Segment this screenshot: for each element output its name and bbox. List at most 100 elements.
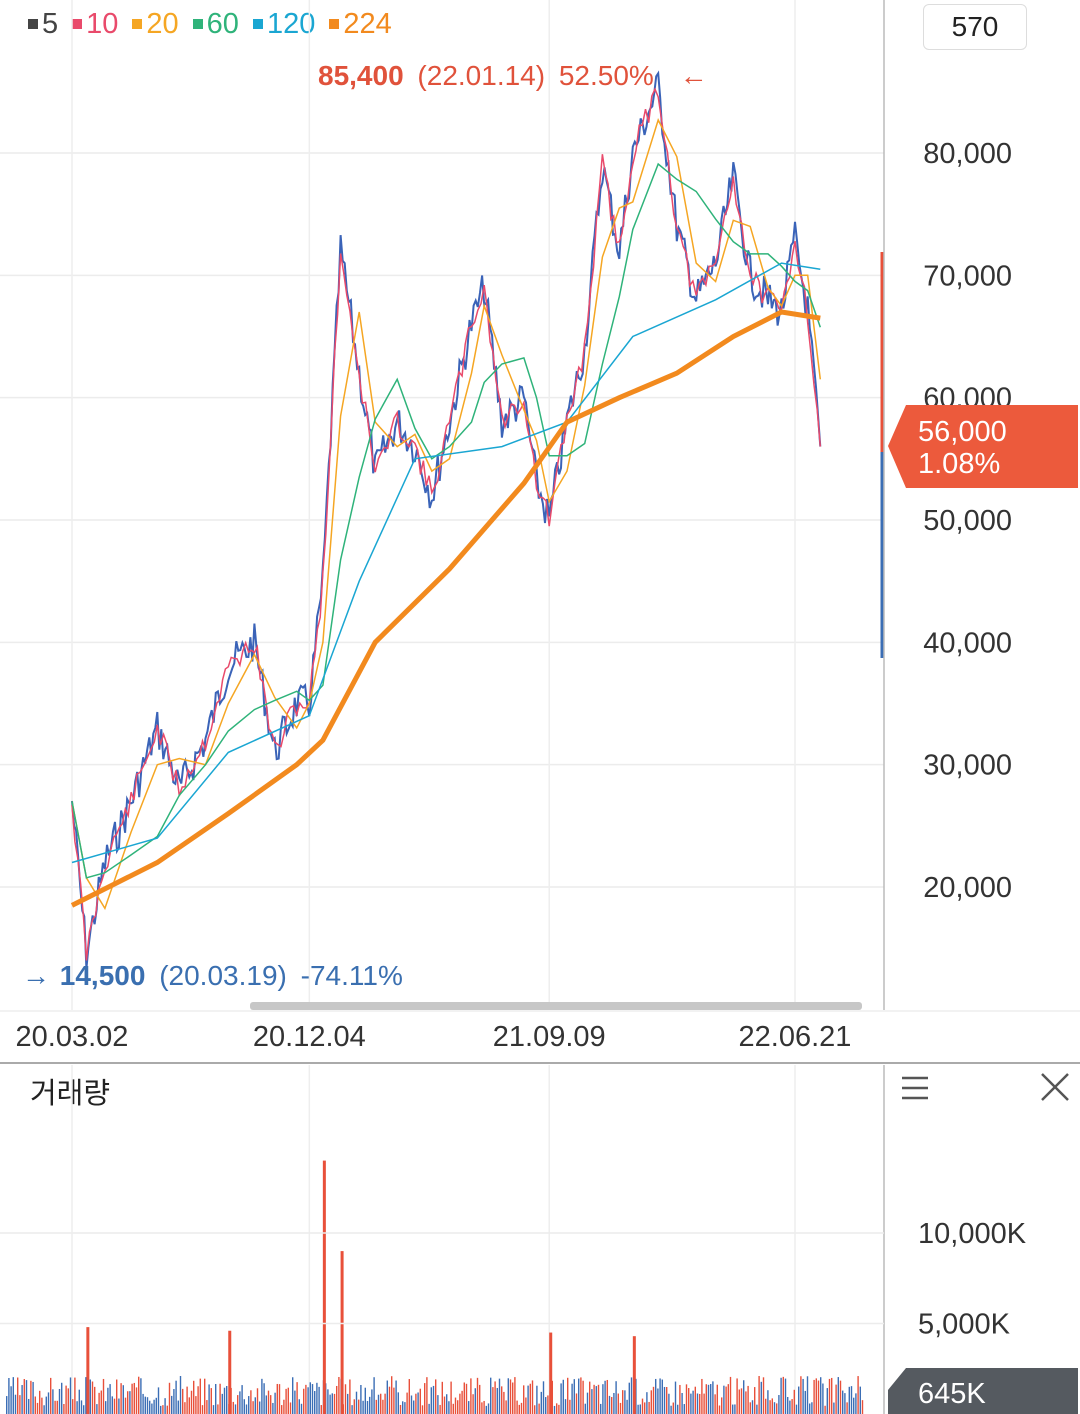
- volume-bar: [85, 1377, 87, 1414]
- volume-current-tag: 645K: [888, 1368, 1078, 1414]
- volume-bar: [369, 1396, 371, 1414]
- volume-bar: [461, 1390, 463, 1414]
- volume-bar: [802, 1378, 804, 1414]
- volume-bar: [692, 1390, 694, 1414]
- volume-bar: [261, 1378, 263, 1414]
- volume-bar: [421, 1405, 424, 1414]
- menu-icon[interactable]: [896, 1068, 936, 1108]
- volume-bar: [193, 1380, 195, 1414]
- volume-bar: [626, 1399, 628, 1414]
- volume-bar: [303, 1388, 305, 1414]
- volume-bar: [375, 1399, 377, 1414]
- volume-bar: [813, 1379, 815, 1414]
- volume-bar: [78, 1389, 80, 1414]
- volume-bar: [305, 1384, 307, 1414]
- volume-bar: [215, 1384, 217, 1414]
- volume-bar: [223, 1387, 226, 1414]
- volume-bar: [536, 1385, 538, 1414]
- volume-bar: [237, 1395, 239, 1414]
- candle-count-box[interactable]: 570: [923, 4, 1027, 50]
- volume-bar: [527, 1385, 529, 1414]
- volume-bar: [540, 1391, 542, 1414]
- volume-bar: [496, 1387, 498, 1414]
- volume-bar: [127, 1391, 129, 1414]
- volume-bar: [270, 1395, 272, 1414]
- volume-bar: [285, 1388, 287, 1414]
- volume-bar: [595, 1386, 597, 1414]
- volume-bar: [861, 1400, 864, 1414]
- volume-bar: [593, 1384, 595, 1414]
- volume-bar: [571, 1383, 573, 1414]
- volume-bar: [63, 1403, 65, 1414]
- volume-bar: [514, 1377, 516, 1414]
- volume-bar: [19, 1395, 21, 1414]
- ma20-line: [71, 118, 822, 911]
- volume-spike-bar: [228, 1330, 232, 1414]
- volume-bar: [855, 1393, 857, 1414]
- high-value: 85,400: [318, 60, 404, 91]
- volume-bar: [91, 1381, 94, 1414]
- volume-bar: [628, 1382, 630, 1414]
- volume-bar: [30, 1380, 32, 1414]
- volume-bar: [168, 1382, 171, 1414]
- volume-bar: [426, 1377, 428, 1414]
- date-tick-label: 21.09.09: [493, 1021, 606, 1053]
- volume-bar: [569, 1399, 571, 1414]
- volume-bar: [630, 1377, 633, 1414]
- volume-bar: [470, 1378, 472, 1414]
- legend-item-120[interactable]: 120: [252, 8, 315, 41]
- volume-bar: [311, 1384, 314, 1414]
- volume-bar: [373, 1377, 375, 1414]
- volume-bar: [694, 1386, 696, 1414]
- volume-bar: [853, 1397, 855, 1414]
- volume-bar: [736, 1378, 738, 1414]
- volume-bar: [34, 1396, 36, 1414]
- volume-bar: [732, 1404, 734, 1414]
- volume-bar: [25, 1380, 28, 1414]
- volume-bar: [201, 1405, 204, 1414]
- chart-scrollbar[interactable]: [250, 1002, 862, 1010]
- legend-item-224[interactable]: 224: [329, 8, 392, 41]
- volume-bar: [276, 1383, 278, 1414]
- volume-bar: [358, 1399, 360, 1414]
- close-icon[interactable]: [1036, 1068, 1076, 1108]
- volume-bar: [608, 1395, 611, 1414]
- high-arrow: ←: [680, 60, 708, 91]
- low-label: → 14,500 (20.03.19) -74.11%: [22, 960, 403, 991]
- volume-bar: [175, 1380, 177, 1414]
- volume-bar: [146, 1397, 149, 1414]
- price-tick-label: 20,000: [923, 872, 1012, 904]
- volume-bar: [644, 1402, 646, 1414]
- volume-bar: [80, 1400, 83, 1414]
- volume-bar: [479, 1384, 481, 1414]
- volume-bar: [226, 1386, 228, 1414]
- legend-item-60[interactable]: 60: [192, 8, 239, 41]
- volume-bar: [617, 1393, 619, 1414]
- volume-bar: [241, 1385, 243, 1414]
- volume-bar: [318, 1386, 320, 1414]
- volume-bar: [710, 1384, 712, 1414]
- volume-bar: [415, 1393, 417, 1414]
- volume-bar: [591, 1389, 593, 1414]
- high-pct: 52.50%: [559, 60, 654, 91]
- volume-bar: [12, 1377, 14, 1414]
- volume-bars: [6, 1160, 864, 1414]
- volume-bar: [512, 1382, 514, 1414]
- legend-item-5[interactable]: 5: [28, 8, 58, 41]
- volume-bar: [364, 1387, 366, 1414]
- volume-bar: [637, 1404, 639, 1414]
- legend-item-10[interactable]: 10: [72, 8, 118, 41]
- volume-bar: [393, 1387, 395, 1414]
- volume-bar: [219, 1383, 221, 1414]
- volume-bar: [534, 1405, 536, 1414]
- volume-bar: [815, 1378, 817, 1414]
- legend-item-20[interactable]: 20: [132, 8, 179, 41]
- volume-bar: [349, 1379, 351, 1414]
- volume-bar: [703, 1393, 705, 1414]
- volume-bar: [100, 1390, 102, 1414]
- volume-bar: [212, 1405, 215, 1414]
- volume-bar: [547, 1395, 549, 1414]
- volume-bar: [492, 1387, 494, 1414]
- volume-bar: [597, 1384, 600, 1414]
